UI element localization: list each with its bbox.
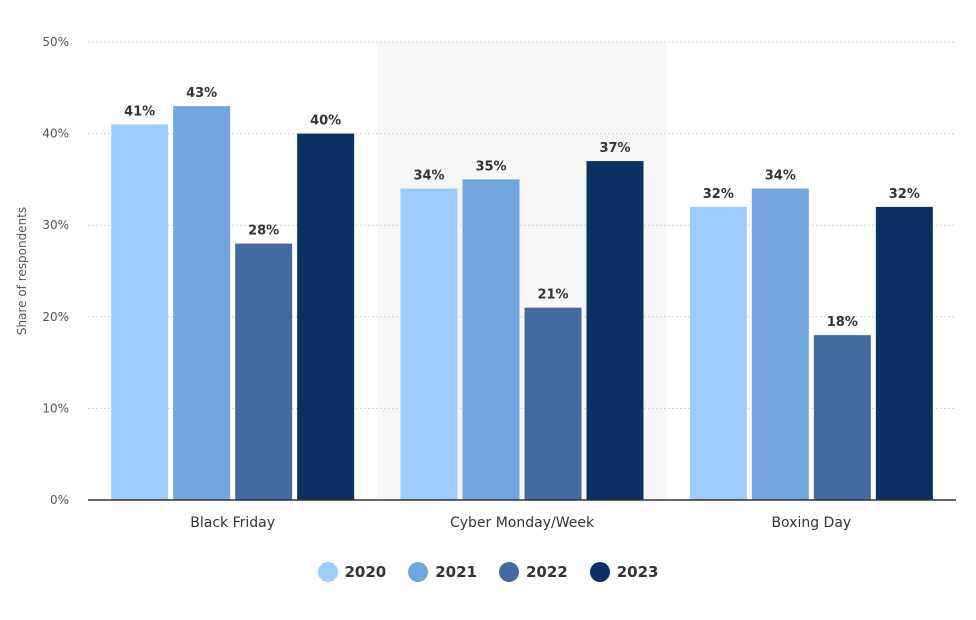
y-tick-label: 50% bbox=[42, 35, 69, 49]
y-axis-title: Share of respondents bbox=[15, 207, 29, 335]
data-label: 34% bbox=[413, 169, 444, 184]
legend-label: 2023 bbox=[616, 563, 659, 581]
bar[interactable] bbox=[586, 161, 644, 500]
legend-marker-icon bbox=[499, 562, 519, 582]
data-label: 18% bbox=[827, 315, 858, 330]
bar[interactable] bbox=[524, 307, 582, 500]
bar[interactable] bbox=[173, 106, 231, 501]
x-axis-categories: Black Friday Cyber Monday/Week Boxing Day bbox=[190, 515, 851, 531]
bar[interactable] bbox=[111, 124, 169, 500]
bar[interactable] bbox=[689, 206, 747, 500]
gridlines bbox=[88, 41, 956, 409]
y-tick-label: 20% bbox=[42, 310, 69, 324]
legend-item[interactable]: 2021 bbox=[408, 562, 477, 582]
x-category-label: Boxing Day bbox=[771, 515, 851, 531]
bar[interactable] bbox=[297, 133, 355, 500]
data-label: 41% bbox=[124, 104, 155, 119]
data-label: 28% bbox=[248, 224, 279, 239]
legend-label: 2020 bbox=[344, 563, 387, 581]
y-tick-label: 30% bbox=[42, 218, 69, 232]
legend-marker-icon bbox=[589, 562, 610, 582]
bar[interactable] bbox=[462, 179, 520, 500]
bar[interactable] bbox=[235, 243, 293, 500]
y-tick-label: 40% bbox=[42, 127, 69, 141]
bar[interactable] bbox=[875, 206, 933, 500]
data-labels: 41% 43% 28% 40% 34% 35% 21% 37% 32% 34% 18% 32% bbox=[124, 86, 920, 330]
data-label: 32% bbox=[703, 187, 734, 202]
bar[interactable] bbox=[400, 188, 458, 500]
data-label: 43% bbox=[186, 86, 217, 101]
data-label: 32% bbox=[889, 187, 920, 202]
legend-label: 2022 bbox=[526, 563, 568, 581]
legend-item[interactable]: 2023 bbox=[589, 562, 659, 582]
legend-item[interactable]: 2020 bbox=[317, 562, 387, 582]
x-category-label: Cyber Monday/Week bbox=[450, 515, 595, 531]
legend-marker-icon bbox=[317, 562, 338, 582]
data-label: 37% bbox=[599, 141, 630, 156]
data-label: 35% bbox=[475, 159, 506, 174]
y-tick-label: 0% bbox=[50, 493, 69, 507]
bar[interactable] bbox=[751, 188, 809, 500]
data-label: 21% bbox=[537, 288, 568, 303]
x-category-label: Black Friday bbox=[190, 515, 275, 531]
bar-chart: 0% 10% 20% 30% 40% 50% 41% 43% 28% 40% 34% 35% 21% 3… bbox=[15, 35, 956, 531]
data-label: 40% bbox=[310, 114, 341, 129]
legend: 2020 2021 2022 2023 bbox=[0, 562, 976, 582]
data-label: 34% bbox=[765, 169, 796, 184]
legend-item[interactable]: 2022 bbox=[499, 562, 568, 582]
y-axis-ticks: 0% 10% 20% 30% 40% 50% bbox=[42, 35, 69, 507]
bar[interactable] bbox=[813, 335, 871, 500]
legend-label: 2021 bbox=[435, 563, 477, 581]
legend-marker-icon bbox=[408, 562, 429, 582]
y-tick-label: 10% bbox=[42, 401, 69, 415]
bar-series bbox=[111, 106, 933, 501]
